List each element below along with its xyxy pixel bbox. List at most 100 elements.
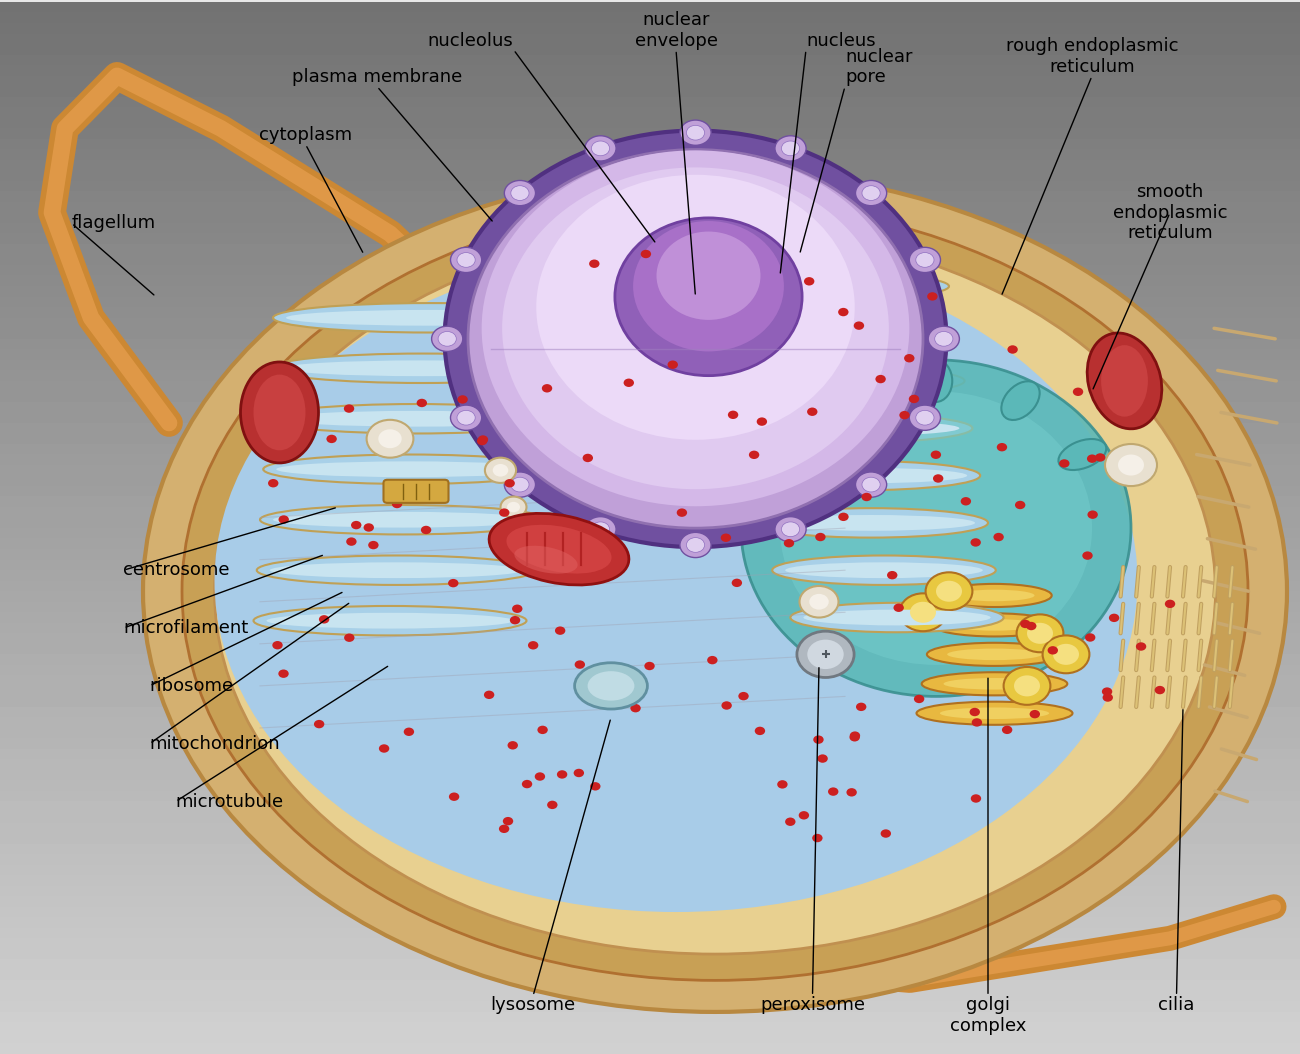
Circle shape <box>458 410 476 425</box>
Circle shape <box>1087 454 1097 463</box>
Circle shape <box>512 605 523 613</box>
Ellipse shape <box>916 702 1072 725</box>
Circle shape <box>272 641 282 649</box>
Circle shape <box>585 136 616 161</box>
Ellipse shape <box>260 505 546 534</box>
Ellipse shape <box>263 454 556 484</box>
Circle shape <box>1027 623 1053 644</box>
Circle shape <box>971 718 982 726</box>
Circle shape <box>624 378 634 387</box>
Circle shape <box>1048 646 1058 655</box>
Circle shape <box>313 720 324 728</box>
Circle shape <box>809 593 829 609</box>
Ellipse shape <box>785 563 983 578</box>
Circle shape <box>521 780 532 788</box>
Circle shape <box>503 817 514 825</box>
Ellipse shape <box>273 304 585 332</box>
Circle shape <box>777 780 788 788</box>
Circle shape <box>485 457 516 483</box>
Circle shape <box>1095 453 1105 462</box>
Circle shape <box>500 496 526 518</box>
Ellipse shape <box>482 151 909 506</box>
Circle shape <box>1008 346 1018 354</box>
Text: flagellum: flagellum <box>72 214 156 232</box>
Text: nucleolus: nucleolus <box>428 32 514 50</box>
Ellipse shape <box>575 663 647 709</box>
Circle shape <box>378 429 402 448</box>
Circle shape <box>798 812 809 820</box>
Circle shape <box>529 522 539 530</box>
Circle shape <box>732 579 742 587</box>
Circle shape <box>641 250 651 258</box>
Circle shape <box>537 725 547 734</box>
Circle shape <box>910 602 936 623</box>
Circle shape <box>499 508 510 516</box>
Ellipse shape <box>257 555 536 585</box>
Circle shape <box>592 141 610 156</box>
Circle shape <box>451 405 482 430</box>
Circle shape <box>1030 710 1040 719</box>
Circle shape <box>971 795 982 803</box>
Text: nucleus: nucleus <box>806 32 876 50</box>
Ellipse shape <box>731 421 959 436</box>
Circle shape <box>903 354 914 363</box>
Circle shape <box>589 259 599 268</box>
Circle shape <box>507 741 517 749</box>
Circle shape <box>749 451 759 460</box>
Circle shape <box>542 384 552 392</box>
Circle shape <box>935 331 953 346</box>
Circle shape <box>997 443 1008 451</box>
Circle shape <box>1026 622 1036 630</box>
Ellipse shape <box>681 319 957 348</box>
Circle shape <box>528 641 538 649</box>
Ellipse shape <box>280 411 552 427</box>
Circle shape <box>686 538 705 552</box>
Circle shape <box>1136 642 1147 650</box>
Circle shape <box>477 436 488 445</box>
Ellipse shape <box>718 413 972 443</box>
Ellipse shape <box>790 603 1004 632</box>
Text: lysosome: lysosome <box>490 996 576 1014</box>
Circle shape <box>775 516 806 542</box>
Circle shape <box>1004 667 1050 705</box>
Text: microfilament: microfilament <box>124 619 248 637</box>
Circle shape <box>757 417 767 426</box>
Circle shape <box>900 593 946 631</box>
Circle shape <box>645 662 655 670</box>
Circle shape <box>368 541 378 549</box>
Circle shape <box>855 703 866 711</box>
Circle shape <box>854 321 864 330</box>
Circle shape <box>1043 636 1089 674</box>
Circle shape <box>1020 620 1031 628</box>
Circle shape <box>1102 687 1113 696</box>
Circle shape <box>1109 613 1119 622</box>
Circle shape <box>775 136 806 161</box>
Ellipse shape <box>283 360 562 376</box>
Circle shape <box>927 292 937 300</box>
Ellipse shape <box>699 366 965 395</box>
Ellipse shape <box>920 359 952 402</box>
Circle shape <box>850 731 861 740</box>
Circle shape <box>432 326 463 351</box>
Circle shape <box>1017 614 1063 652</box>
Circle shape <box>278 515 289 524</box>
Circle shape <box>846 788 857 797</box>
Text: microtubule: microtubule <box>176 793 283 811</box>
Circle shape <box>880 829 890 838</box>
Ellipse shape <box>803 609 991 625</box>
Circle shape <box>448 579 459 587</box>
Ellipse shape <box>1101 345 1148 416</box>
Circle shape <box>451 248 482 273</box>
Ellipse shape <box>832 382 871 419</box>
Circle shape <box>909 248 940 273</box>
Circle shape <box>993 533 1004 542</box>
Circle shape <box>510 616 520 624</box>
Circle shape <box>477 435 488 444</box>
Circle shape <box>1015 501 1026 509</box>
Circle shape <box>915 410 933 425</box>
Ellipse shape <box>712 373 952 389</box>
Circle shape <box>278 669 289 678</box>
Circle shape <box>1105 444 1157 486</box>
Circle shape <box>555 626 566 635</box>
Circle shape <box>416 398 426 407</box>
